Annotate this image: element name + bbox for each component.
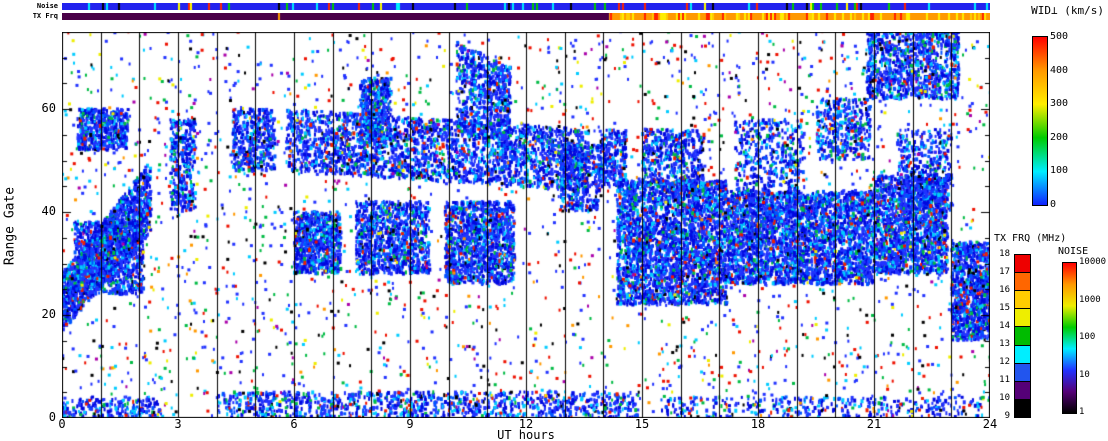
x-axis-tick-label: 15: [634, 417, 650, 431]
wid-colorbar-tick-label: 100: [1050, 165, 1069, 177]
tx-colorbar-tick-label: 13: [999, 339, 1010, 349]
tx-colorbar-title: TX FRQ (MHz): [994, 233, 1067, 244]
noise-colorbar-tick-label: 10000: [1079, 257, 1107, 267]
noise-colorbar: [1062, 262, 1077, 414]
tx-colorbar-tick-label: 17: [999, 267, 1010, 277]
wid-colorbar-tick-label: 0: [1050, 199, 1057, 210]
x-axis-tick-label: 3: [174, 417, 182, 431]
tx-colorbar: [1014, 254, 1031, 418]
tx-colorbar-tick-label: 16: [999, 285, 1010, 295]
noise-strip-label: Noise: [36, 2, 58, 10]
tx-colorbar-segment: [1015, 255, 1030, 273]
tx-colorbar-tick-label: 15: [999, 303, 1010, 313]
y-axis-tick-label: 40: [41, 204, 56, 219]
x-axis-tick-label: 18: [750, 417, 766, 431]
x-axis-tick-label: 6: [290, 417, 298, 431]
y-axis-tick-label: 0: [48, 410, 56, 424]
noise-colorbar-tick-label: 100: [1079, 332, 1096, 342]
tx-colorbar-segment: [1015, 272, 1030, 291]
tx-colorbar-segment: [1015, 308, 1030, 327]
tx-colorbar-segment: [1015, 398, 1030, 417]
wid-colorbar-tick-label: 200: [1050, 131, 1069, 143]
noise-colorbar-tick-label: 1000: [1079, 294, 1101, 305]
range-gate-time-heatmap: [62, 32, 990, 418]
wid-colorbar-tick-label: 300: [1050, 98, 1069, 110]
noise-colorbar-tick-label: 1: [1079, 407, 1085, 417]
tx-colorbar-segment: [1015, 290, 1030, 309]
tx-colorbar-tick-label: 12: [999, 357, 1010, 367]
wid-colorbar: [1032, 36, 1048, 206]
tx-frequency-strip: [62, 13, 990, 20]
wid-colorbar-title: WID⊥ (km/s): [1031, 4, 1104, 17]
wid-colorbar-tick-label: 400: [1050, 64, 1069, 76]
x-axis-label: UT hours: [497, 428, 555, 441]
x-axis-tick-label: 24: [982, 417, 998, 431]
tx-colorbar-tick-label: 18: [999, 249, 1010, 259]
noise-colorbar-tick-label: 10: [1079, 369, 1090, 380]
noise-activity-strip: [62, 3, 990, 10]
tx-colorbar-segment: [1015, 326, 1030, 345]
tx-colorbar-tick-label: 10: [999, 393, 1010, 403]
y-axis-tick-label: 20: [41, 307, 56, 322]
tx-colorbar-tick-label: 11: [999, 375, 1010, 385]
x-axis-tick-label: 21: [866, 417, 882, 431]
x-axis-tick-label: 0: [58, 417, 66, 431]
tx-colorbar-segment: [1015, 344, 1030, 363]
tx-colorbar-segment: [1015, 380, 1030, 399]
x-axis-tick-label: 12: [518, 417, 534, 431]
y-axis-tick-label: 60: [41, 101, 56, 116]
txfrq-strip-label: TX Frq: [32, 12, 58, 20]
noise-colorbar-title: NOISE: [1058, 246, 1089, 257]
tx-colorbar-segment: [1015, 362, 1030, 381]
tx-colorbar-tick-label: 14: [999, 321, 1010, 331]
y-axis-label: Range Gate: [2, 186, 18, 266]
tx-colorbar-tick-label: 9: [1004, 411, 1010, 421]
wid-colorbar-tick-label: 500: [1050, 31, 1069, 42]
x-axis-tick-label: 9: [406, 417, 414, 431]
